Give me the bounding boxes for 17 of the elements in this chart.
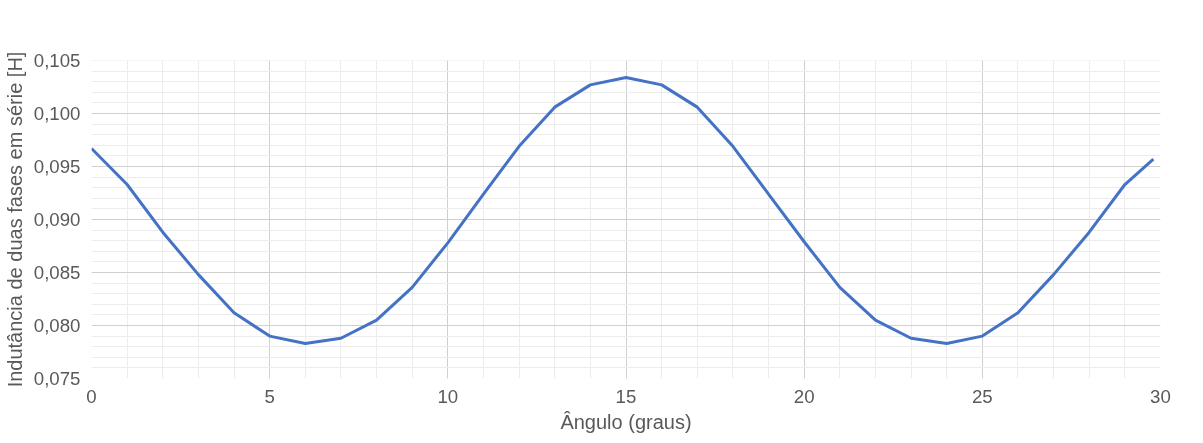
x-axis-title: Ângulo (graus) bbox=[560, 410, 692, 433]
x-tick-label: 0 bbox=[86, 385, 97, 407]
y-tick-label: 0,100 bbox=[33, 103, 81, 124]
y-tick-label: 0,095 bbox=[33, 156, 81, 177]
line-series bbox=[91, 75, 1155, 346]
x-tick-label: 25 bbox=[971, 385, 993, 407]
y-tick-label: 0,105 bbox=[33, 50, 81, 71]
y-axis-title: Indutância de duas fases em série [H] bbox=[3, 51, 26, 388]
y-tick-label: 0,080 bbox=[33, 315, 81, 336]
y-tick-label: 0,085 bbox=[33, 262, 81, 283]
y-tick-label: 0,090 bbox=[33, 209, 81, 230]
x-tick-label: 30 bbox=[1150, 385, 1171, 407]
x-tick-label: 20 bbox=[793, 385, 815, 407]
x-tick-label: 15 bbox=[615, 385, 637, 407]
x-tick-label: 5 bbox=[264, 385, 275, 407]
x-tick-label: 10 bbox=[437, 385, 459, 407]
y-tick-label: 0,075 bbox=[33, 368, 81, 389]
